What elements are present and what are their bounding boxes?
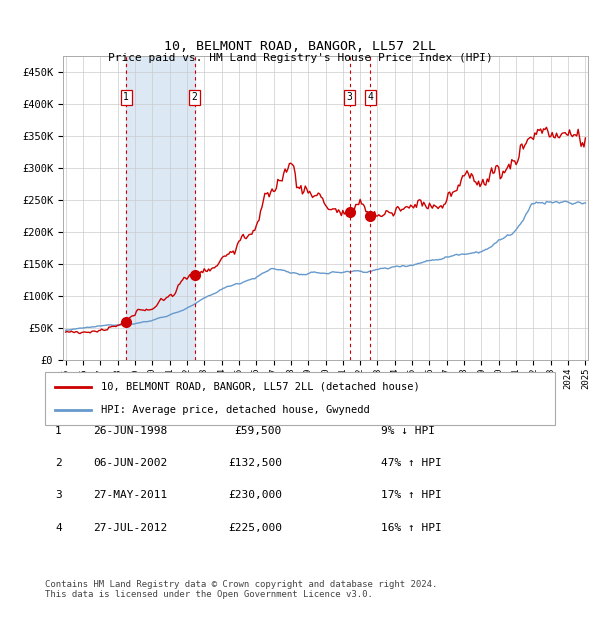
- Text: 10, BELMONT ROAD, BANGOR, LL57 2LL (detached house): 10, BELMONT ROAD, BANGOR, LL57 2LL (deta…: [101, 382, 420, 392]
- Text: £132,500: £132,500: [228, 458, 282, 468]
- Text: 16% ↑ HPI: 16% ↑ HPI: [381, 523, 442, 533]
- FancyBboxPatch shape: [45, 372, 555, 425]
- Text: £225,000: £225,000: [228, 523, 282, 533]
- Text: 3: 3: [347, 92, 353, 102]
- Text: 26-JUN-1998: 26-JUN-1998: [93, 426, 167, 436]
- Text: 1: 1: [124, 92, 129, 102]
- Text: 27-MAY-2011: 27-MAY-2011: [93, 490, 167, 500]
- Text: 2: 2: [192, 92, 197, 102]
- Text: 47% ↑ HPI: 47% ↑ HPI: [381, 458, 442, 468]
- Text: 3: 3: [55, 490, 62, 500]
- Text: 4: 4: [367, 92, 373, 102]
- Text: £59,500: £59,500: [235, 426, 282, 436]
- Text: £230,000: £230,000: [228, 490, 282, 500]
- Text: 4: 4: [55, 523, 62, 533]
- Text: 06-JUN-2002: 06-JUN-2002: [93, 458, 167, 468]
- Text: 10, BELMONT ROAD, BANGOR, LL57 2LL: 10, BELMONT ROAD, BANGOR, LL57 2LL: [164, 40, 436, 53]
- Text: Price paid vs. HM Land Registry's House Price Index (HPI): Price paid vs. HM Land Registry's House …: [107, 53, 493, 63]
- Text: HPI: Average price, detached house, Gwynedd: HPI: Average price, detached house, Gwyn…: [101, 405, 370, 415]
- Text: 17% ↑ HPI: 17% ↑ HPI: [381, 490, 442, 500]
- Bar: [126, 56, 194, 360]
- Text: 2: 2: [55, 458, 62, 468]
- Text: 1: 1: [55, 426, 62, 436]
- Text: Contains HM Land Registry data © Crown copyright and database right 2024.
This d: Contains HM Land Registry data © Crown c…: [45, 580, 437, 599]
- Text: 27-JUL-2012: 27-JUL-2012: [93, 523, 167, 533]
- Text: 9% ↓ HPI: 9% ↓ HPI: [381, 426, 435, 436]
